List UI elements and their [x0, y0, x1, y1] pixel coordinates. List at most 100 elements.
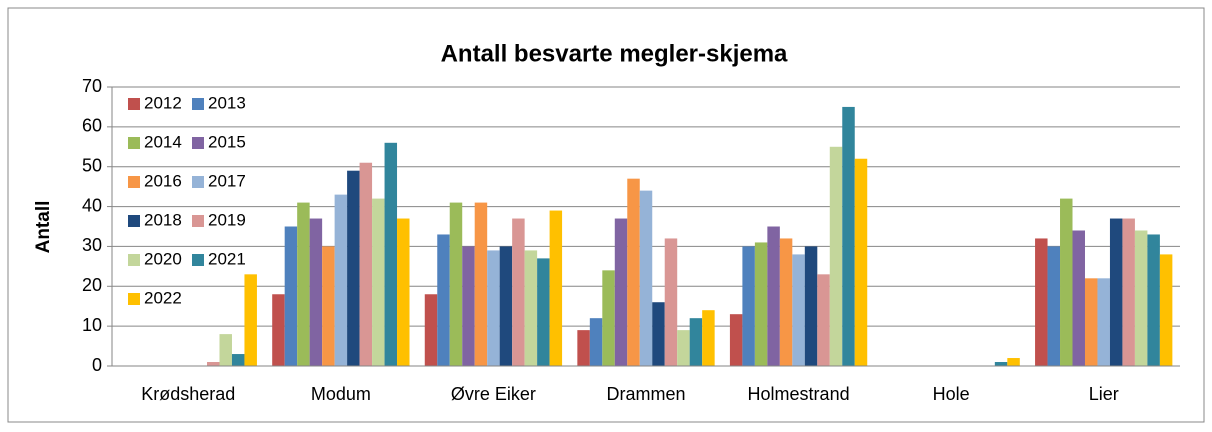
y-tick-label: 10: [82, 315, 102, 335]
bar: [1159, 254, 1173, 366]
bar: [347, 170, 360, 366]
legend-swatch: [192, 137, 204, 149]
bar: [1035, 238, 1048, 366]
bar: [359, 162, 373, 366]
bar: [767, 226, 780, 366]
bar: [614, 218, 628, 366]
y-tick-label: 50: [82, 155, 102, 175]
bar: [207, 362, 220, 366]
bar: [627, 178, 640, 366]
legend-swatch: [192, 176, 204, 188]
bar: [524, 250, 538, 366]
bar: [602, 270, 615, 366]
bar: [334, 194, 348, 366]
y-tick-label: 20: [82, 275, 102, 295]
legend-swatch: [192, 98, 204, 110]
bar: [854, 158, 868, 366]
legend-swatch: [128, 254, 140, 266]
legend-swatch: [192, 215, 204, 227]
legend-label: 2012: [144, 93, 182, 112]
bar: [702, 310, 715, 366]
x-tick-label: Krødsherad: [141, 384, 235, 404]
bar: [231, 354, 245, 366]
bar: [652, 302, 665, 366]
legend-label: 2017: [208, 171, 246, 190]
bar: [1134, 230, 1148, 366]
legend-label: 2019: [208, 210, 246, 229]
bar: [1109, 218, 1123, 366]
legend-label: 2013: [208, 93, 246, 112]
bar: [219, 334, 232, 366]
legend-label: 2021: [208, 249, 246, 268]
bar: [384, 142, 398, 366]
x-tick-label: Modum: [311, 384, 371, 404]
legend-label: 2014: [144, 132, 182, 151]
y-tick-label: 40: [82, 195, 102, 215]
bar: [474, 202, 488, 366]
legend-label: 2015: [208, 132, 246, 151]
bar: [817, 274, 830, 366]
y-tick-label: 0: [92, 355, 102, 375]
bar: [499, 246, 513, 366]
bar: [804, 246, 818, 366]
bar: [244, 274, 257, 366]
bar: [297, 202, 310, 366]
bar: [437, 234, 450, 366]
bar: [994, 362, 1008, 366]
bar: [779, 238, 793, 366]
bar: [577, 330, 590, 366]
bar: [549, 210, 563, 366]
bar: [309, 218, 323, 366]
legend-swatch: [128, 176, 140, 188]
bar: [462, 246, 475, 366]
bar: [1122, 218, 1135, 366]
y-tick-label: 60: [82, 116, 102, 136]
bar: [754, 242, 768, 366]
bar: [1147, 234, 1160, 366]
bar: [512, 218, 525, 366]
bar: [1060, 198, 1073, 366]
x-tick-label: Øvre Eiker: [451, 384, 536, 404]
bar: [829, 146, 843, 366]
bar: [1097, 278, 1110, 366]
x-tick-label: Holmestrand: [748, 384, 850, 404]
bar: [372, 198, 385, 366]
bar: [677, 330, 690, 366]
bar: [449, 202, 463, 366]
legend-label: 2022: [144, 288, 182, 307]
legend-swatch: [128, 137, 140, 149]
bar: [1047, 246, 1061, 366]
bar: [589, 318, 603, 366]
legend-swatch: [128, 293, 140, 305]
legend-swatch: [192, 254, 204, 266]
x-tick-label: Lier: [1089, 384, 1119, 404]
chart-title: Antall besvarte megler-skjema: [441, 40, 788, 67]
legend-swatch: [128, 98, 140, 110]
bar: [689, 318, 703, 366]
bar: [424, 294, 438, 366]
bar: [537, 258, 550, 366]
y-axis-label: Antall: [33, 201, 54, 254]
bar: [1072, 230, 1085, 366]
x-tick-label: Hole: [933, 384, 970, 404]
y-tick-label: 30: [82, 235, 102, 255]
bar: [284, 226, 298, 366]
bar: [639, 190, 653, 366]
bar: [487, 250, 500, 366]
bar: [322, 246, 335, 366]
bar: [664, 238, 678, 366]
x-tick-label: Drammen: [606, 384, 685, 404]
bar: [272, 294, 285, 366]
legend-label: 2016: [144, 171, 182, 190]
bar: [729, 314, 743, 366]
bar: [842, 106, 855, 366]
y-tick-label: 70: [82, 76, 102, 96]
legend-label: 2020: [144, 249, 182, 268]
bar: [397, 218, 410, 366]
bar: [742, 246, 755, 366]
bar: [1084, 278, 1098, 366]
legend-swatch: [128, 215, 140, 227]
legend-label: 2018: [144, 210, 182, 229]
bar: [1007, 358, 1020, 366]
